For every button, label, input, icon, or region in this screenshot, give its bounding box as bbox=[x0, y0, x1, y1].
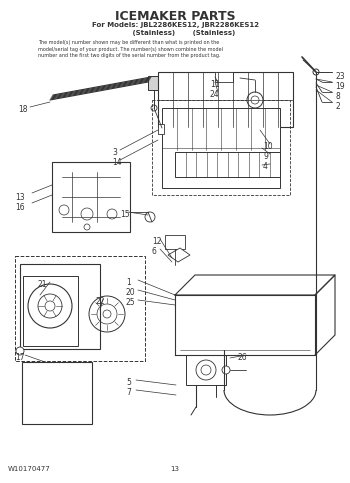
Circle shape bbox=[103, 310, 111, 318]
Text: The model(s) number shown may be different than what is printed on the
model/ser: The model(s) number shown may be differe… bbox=[38, 40, 223, 58]
Polygon shape bbox=[168, 248, 190, 262]
Bar bbox=[186, 355, 226, 385]
Bar bbox=[22, 362, 92, 424]
Text: 19: 19 bbox=[335, 82, 345, 91]
Text: (Stainless)       (Stainless): (Stainless) (Stainless) bbox=[115, 30, 235, 36]
Text: 8: 8 bbox=[335, 92, 340, 101]
Bar bbox=[20, 264, 100, 349]
Text: 9: 9 bbox=[263, 152, 268, 161]
Text: 10: 10 bbox=[263, 142, 273, 151]
Circle shape bbox=[89, 296, 125, 332]
Text: 2: 2 bbox=[335, 102, 340, 111]
Text: 13: 13 bbox=[15, 193, 24, 202]
Bar bbox=[52, 162, 130, 232]
Bar bbox=[158, 72, 293, 127]
Circle shape bbox=[28, 284, 72, 328]
Bar bbox=[165, 235, 185, 249]
Bar bbox=[15, 256, 145, 361]
Text: 16: 16 bbox=[15, 203, 24, 212]
Bar bbox=[152, 100, 290, 195]
Circle shape bbox=[247, 92, 263, 108]
Bar bbox=[215, 72, 233, 82]
Circle shape bbox=[38, 294, 62, 318]
Text: 3: 3 bbox=[112, 148, 117, 157]
Bar bbox=[148, 76, 160, 90]
Text: For Models: JBL2286KES12, JBR2286KES12: For Models: JBL2286KES12, JBR2286KES12 bbox=[91, 22, 259, 28]
Circle shape bbox=[45, 301, 55, 311]
Bar bbox=[162, 108, 280, 188]
Circle shape bbox=[222, 366, 230, 374]
Bar bbox=[158, 124, 164, 134]
Text: 24: 24 bbox=[210, 90, 220, 99]
Circle shape bbox=[145, 212, 155, 222]
Text: 11: 11 bbox=[210, 80, 219, 89]
Text: 21: 21 bbox=[38, 280, 48, 289]
Text: 17: 17 bbox=[15, 353, 24, 362]
Text: 20: 20 bbox=[126, 288, 136, 297]
Bar bbox=[23, 276, 78, 346]
Text: 18: 18 bbox=[18, 105, 28, 114]
Text: 15: 15 bbox=[120, 210, 130, 219]
Bar bbox=[175, 152, 280, 177]
Circle shape bbox=[313, 69, 319, 75]
Text: 4: 4 bbox=[263, 162, 268, 171]
Text: 12: 12 bbox=[152, 237, 161, 246]
Text: 25: 25 bbox=[126, 298, 136, 307]
Text: 14: 14 bbox=[112, 158, 122, 167]
Text: 22: 22 bbox=[96, 297, 105, 306]
Text: 26: 26 bbox=[238, 353, 248, 362]
Text: 1: 1 bbox=[126, 278, 131, 287]
Text: 7: 7 bbox=[126, 388, 131, 397]
Circle shape bbox=[16, 347, 24, 355]
Circle shape bbox=[196, 360, 216, 380]
Text: 5: 5 bbox=[126, 378, 131, 387]
Text: 23: 23 bbox=[335, 72, 345, 81]
Circle shape bbox=[251, 96, 259, 104]
Text: 6: 6 bbox=[152, 247, 157, 256]
Text: W10170477: W10170477 bbox=[8, 466, 51, 472]
Text: ICEMAKER PARTS: ICEMAKER PARTS bbox=[115, 10, 235, 23]
Text: 13: 13 bbox=[170, 466, 180, 472]
